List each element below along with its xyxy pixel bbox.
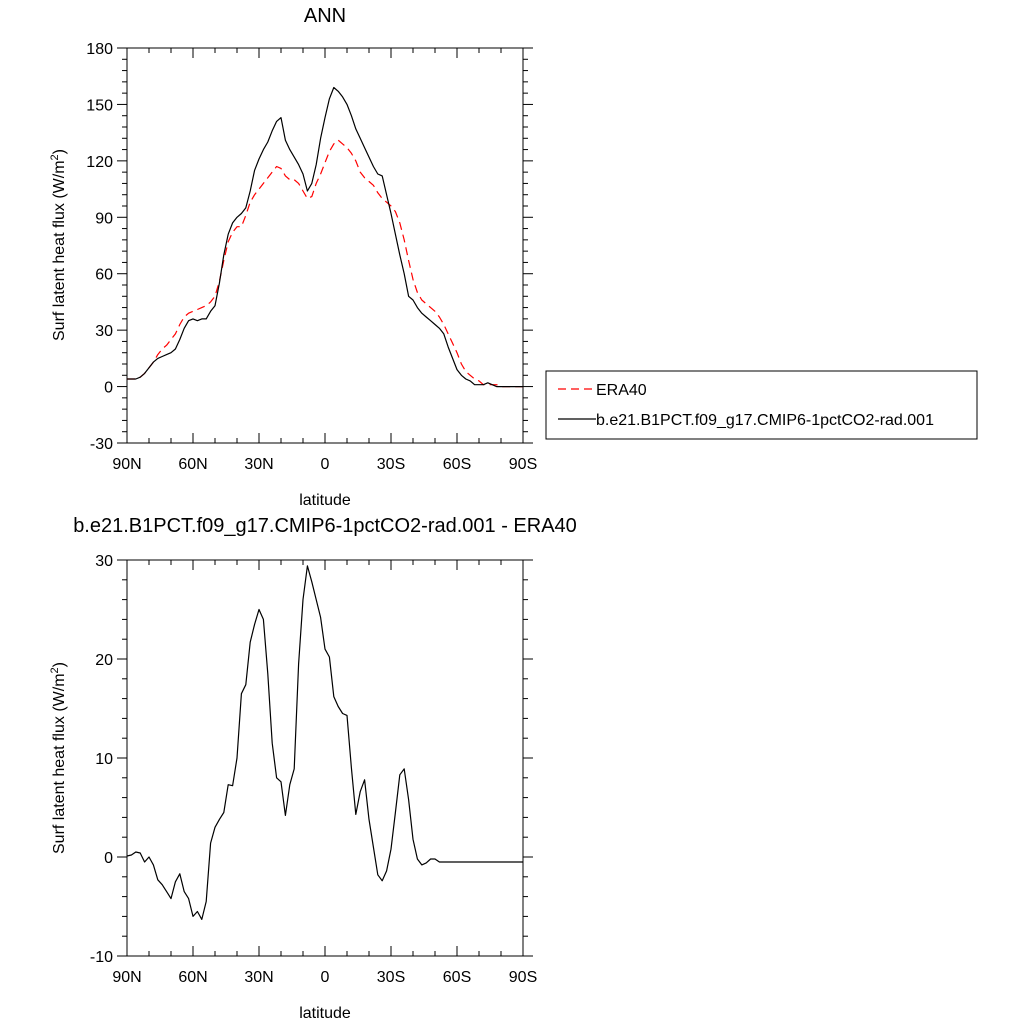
y-tick-label: 60 xyxy=(95,267,113,284)
top-series-line-1 xyxy=(127,86,523,388)
x-tick-label: 90N xyxy=(112,456,141,473)
y-tick-label: 150 xyxy=(86,97,113,114)
bottom-plot-area: 90N 60N 30N 0 30S 60S 90S -10 0 10 20 30 xyxy=(90,553,537,986)
x-tick-label: 30S xyxy=(377,969,405,986)
legend-box xyxy=(545,370,978,440)
top-ticks: 90N 60N 30N 0 30S 60S 90S -30 0 30 60 90 120 150 180 xyxy=(86,41,537,473)
x-tick-label: 30N xyxy=(244,456,273,473)
y-tick-label: 30 xyxy=(95,323,113,340)
x-tick-label: 60N xyxy=(178,969,207,986)
bottom-y-axis-label-main: Surf latent heat flux (W/m xyxy=(51,673,68,854)
top-x-axis-label: latitude xyxy=(299,492,351,509)
y-tick-label: 20 xyxy=(95,652,113,669)
bottom-plot-frame xyxy=(126,559,524,957)
y-tick-label: 10 xyxy=(95,751,113,768)
top-series-line-0 xyxy=(127,139,523,388)
top-plot-frame xyxy=(126,47,524,444)
bottom-y-axis-label-sup: 2 xyxy=(49,667,61,673)
y-tick-label: 180 xyxy=(86,41,113,58)
x-tick-label: 30N xyxy=(244,969,273,986)
x-tick-label: 0 xyxy=(321,456,330,473)
top-y-axis-label-main: Surf latent heat flux (W/m xyxy=(51,160,68,341)
top-title: ANN xyxy=(304,5,346,27)
x-tick-label: 90N xyxy=(112,969,141,986)
bottom-y-axis-label-end: ) xyxy=(51,662,68,667)
bottom-series-line-0 xyxy=(126,565,523,921)
bottom-x-axis-label: latitude xyxy=(299,1005,351,1022)
legend-model-label: b.e21.B1PCT.f09_g17.CMIP6-1pctCO2-rad.00… xyxy=(596,412,934,429)
panel-top: ANN 90N 60N 30N 0 30S 60S 90S -30 0 30 60 90 120 150 1… xyxy=(49,5,978,509)
x-tick-label: 60N xyxy=(178,456,207,473)
panel-bottom: b.e21.B1PCT.f09_g17.CMIP6-1pctCO2-rad.00… xyxy=(49,515,577,1022)
y-tick-label: 30 xyxy=(95,553,113,570)
bottom-ticks: 90N 60N 30N 0 30S 60S 90S -10 0 10 20 30 xyxy=(90,553,537,986)
y-tick-label: 0 xyxy=(104,380,113,397)
x-tick-label: 30S xyxy=(377,456,405,473)
top-y-axis-label: Surf latent heat flux (W/m2) xyxy=(49,149,68,341)
bottom-title: b.e21.B1PCT.f09_g17.CMIP6-1pctCO2-rad.00… xyxy=(73,515,577,537)
bottom-series xyxy=(126,565,523,921)
x-tick-label: 60S xyxy=(443,969,471,986)
top-series xyxy=(127,86,523,388)
top-y-axis-label-sup: 2 xyxy=(49,154,61,160)
top-y-axis-label-end: ) xyxy=(51,149,68,154)
y-tick-label: -10 xyxy=(90,949,113,966)
y-tick-label: -30 xyxy=(90,436,113,453)
x-tick-label: 0 xyxy=(321,969,330,986)
y-tick-label: 120 xyxy=(86,154,113,171)
y-tick-label: 90 xyxy=(95,210,113,227)
x-tick-label: 90S xyxy=(509,456,537,473)
legend-era40-label: ERA40 xyxy=(596,382,647,399)
top-legend: ERA40 b.e21.B1PCT.f09_g17.CMIP6-1pctCO2-… xyxy=(545,370,978,440)
x-tick-label: 90S xyxy=(509,969,537,986)
x-tick-label: 60S xyxy=(443,456,471,473)
bottom-y-axis-label: Surf latent heat flux (W/m2) xyxy=(49,662,68,854)
y-tick-label: 0 xyxy=(104,850,113,867)
top-plot-area: 90N 60N 30N 0 30S 60S 90S -30 0 30 60 90 120 150 180 xyxy=(86,41,537,473)
